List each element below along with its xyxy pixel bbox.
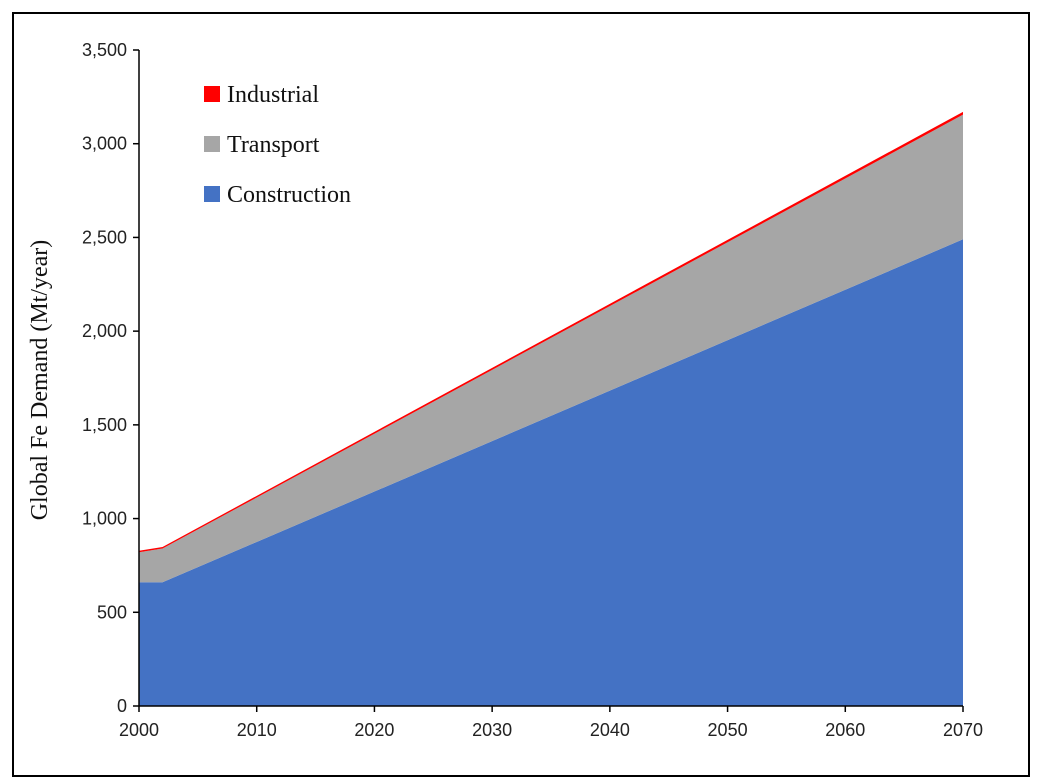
legend-swatch <box>204 186 220 202</box>
y-tick-label: 1,000 <box>82 509 127 529</box>
legend: Industrial Transport Construction <box>204 82 351 208</box>
y-tick-label: 3,500 <box>82 40 127 60</box>
y-tick-label: 500 <box>97 602 127 622</box>
legend-label: Transport <box>227 132 320 158</box>
x-tick-label: 2000 <box>119 720 159 740</box>
x-tick-label: 2070 <box>943 720 983 740</box>
legend-item-construction: Construction <box>204 182 351 208</box>
x-tick-label: 2030 <box>472 720 512 740</box>
legend-label: Construction <box>227 182 351 208</box>
y-tick-label: 2,500 <box>82 227 127 247</box>
x-tick-label: 2050 <box>708 720 748 740</box>
legend-swatch <box>204 136 220 152</box>
legend-label: Industrial <box>227 82 319 108</box>
legend-item-transport: Transport <box>204 132 320 158</box>
legend-swatch <box>204 86 220 102</box>
x-tick-label: 2020 <box>354 720 394 740</box>
axes <box>138 50 963 707</box>
area-layer <box>139 111 963 707</box>
y-tick-label: 1,500 <box>82 415 127 435</box>
x-tick-label: 2040 <box>590 720 630 740</box>
x-tick-label: 2060 <box>825 720 865 740</box>
area-transport <box>139 114 963 583</box>
area-construction <box>139 239 963 707</box>
y-axis-label: Global Fe Demand (Mt/year) <box>27 240 53 521</box>
y-axis-ticks: 0 500 1,000 1,500 2,000 2,500 3,000 3,500 <box>82 40 139 716</box>
x-axis-ticks: 2000 2010 2020 2030 2040 2050 2060 2070 <box>119 706 983 740</box>
y-tick-label: 3,000 <box>82 134 127 154</box>
y-tick-label: 0 <box>117 696 127 716</box>
y-tick-label: 2,000 <box>82 321 127 341</box>
legend-item-industrial: Industrial <box>204 82 319 108</box>
x-tick-label: 2010 <box>237 720 277 740</box>
